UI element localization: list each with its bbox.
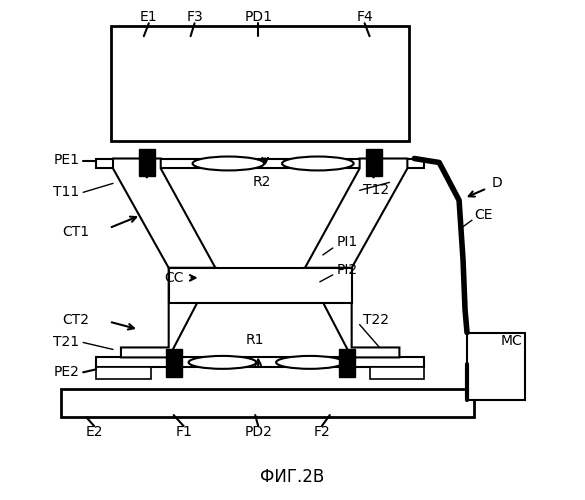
Ellipse shape: [282, 156, 354, 170]
Bar: [370, 368, 424, 380]
Bar: [139, 148, 155, 176]
Text: PI1: PI1: [337, 235, 358, 249]
Polygon shape: [305, 268, 400, 358]
Text: T21: T21: [53, 336, 79, 349]
Bar: [168, 268, 352, 302]
Bar: [61, 389, 474, 417]
Text: MC: MC: [501, 334, 522, 348]
Bar: [96, 158, 424, 168]
Polygon shape: [113, 158, 215, 268]
Text: T12: T12: [363, 184, 389, 198]
Text: F2: F2: [314, 425, 330, 439]
Text: T11: T11: [53, 186, 79, 200]
Text: ФИГ.2В: ФИГ.2В: [260, 468, 324, 485]
Ellipse shape: [188, 356, 256, 369]
Bar: [366, 148, 381, 176]
Text: R1: R1: [246, 332, 264, 346]
Text: F4: F4: [356, 10, 373, 24]
Bar: [467, 332, 525, 400]
Text: PD2: PD2: [245, 425, 272, 439]
Text: T22: T22: [363, 312, 388, 326]
Text: E2: E2: [85, 425, 103, 439]
Text: D: D: [492, 176, 503, 190]
Text: PI2: PI2: [337, 263, 358, 277]
Bar: [96, 358, 424, 368]
Ellipse shape: [276, 356, 344, 369]
Bar: [111, 26, 410, 140]
Text: CT1: CT1: [62, 225, 89, 239]
Text: CC: CC: [164, 271, 184, 285]
Text: R2: R2: [253, 176, 271, 190]
Polygon shape: [121, 268, 215, 358]
Ellipse shape: [192, 156, 264, 170]
Text: PE2: PE2: [53, 366, 79, 380]
Bar: [166, 350, 181, 378]
Bar: [339, 350, 355, 378]
Text: PE1: PE1: [53, 154, 79, 168]
Polygon shape: [305, 158, 407, 268]
Text: E1: E1: [140, 10, 157, 24]
Text: F1: F1: [175, 425, 192, 439]
Bar: [96, 368, 151, 380]
Text: PD1: PD1: [244, 10, 272, 24]
Text: CE: CE: [474, 208, 493, 222]
Text: CT2: CT2: [62, 312, 89, 326]
Text: F3: F3: [186, 10, 203, 24]
